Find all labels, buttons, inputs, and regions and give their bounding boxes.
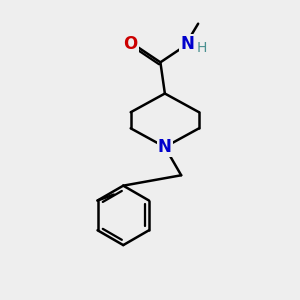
Text: O: O [124,34,138,52]
Text: H: H [197,41,207,56]
Text: N: N [158,138,172,156]
Text: N: N [180,35,194,53]
